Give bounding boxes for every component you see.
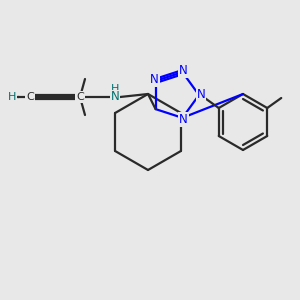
Text: H: H <box>8 92 16 102</box>
Text: N: N <box>179 113 188 126</box>
Text: N: N <box>150 74 159 86</box>
Text: N: N <box>111 91 119 103</box>
Text: N: N <box>196 88 206 101</box>
Text: C: C <box>26 92 34 102</box>
Text: N: N <box>179 64 188 77</box>
Text: H: H <box>111 84 119 94</box>
Text: C: C <box>76 92 84 102</box>
